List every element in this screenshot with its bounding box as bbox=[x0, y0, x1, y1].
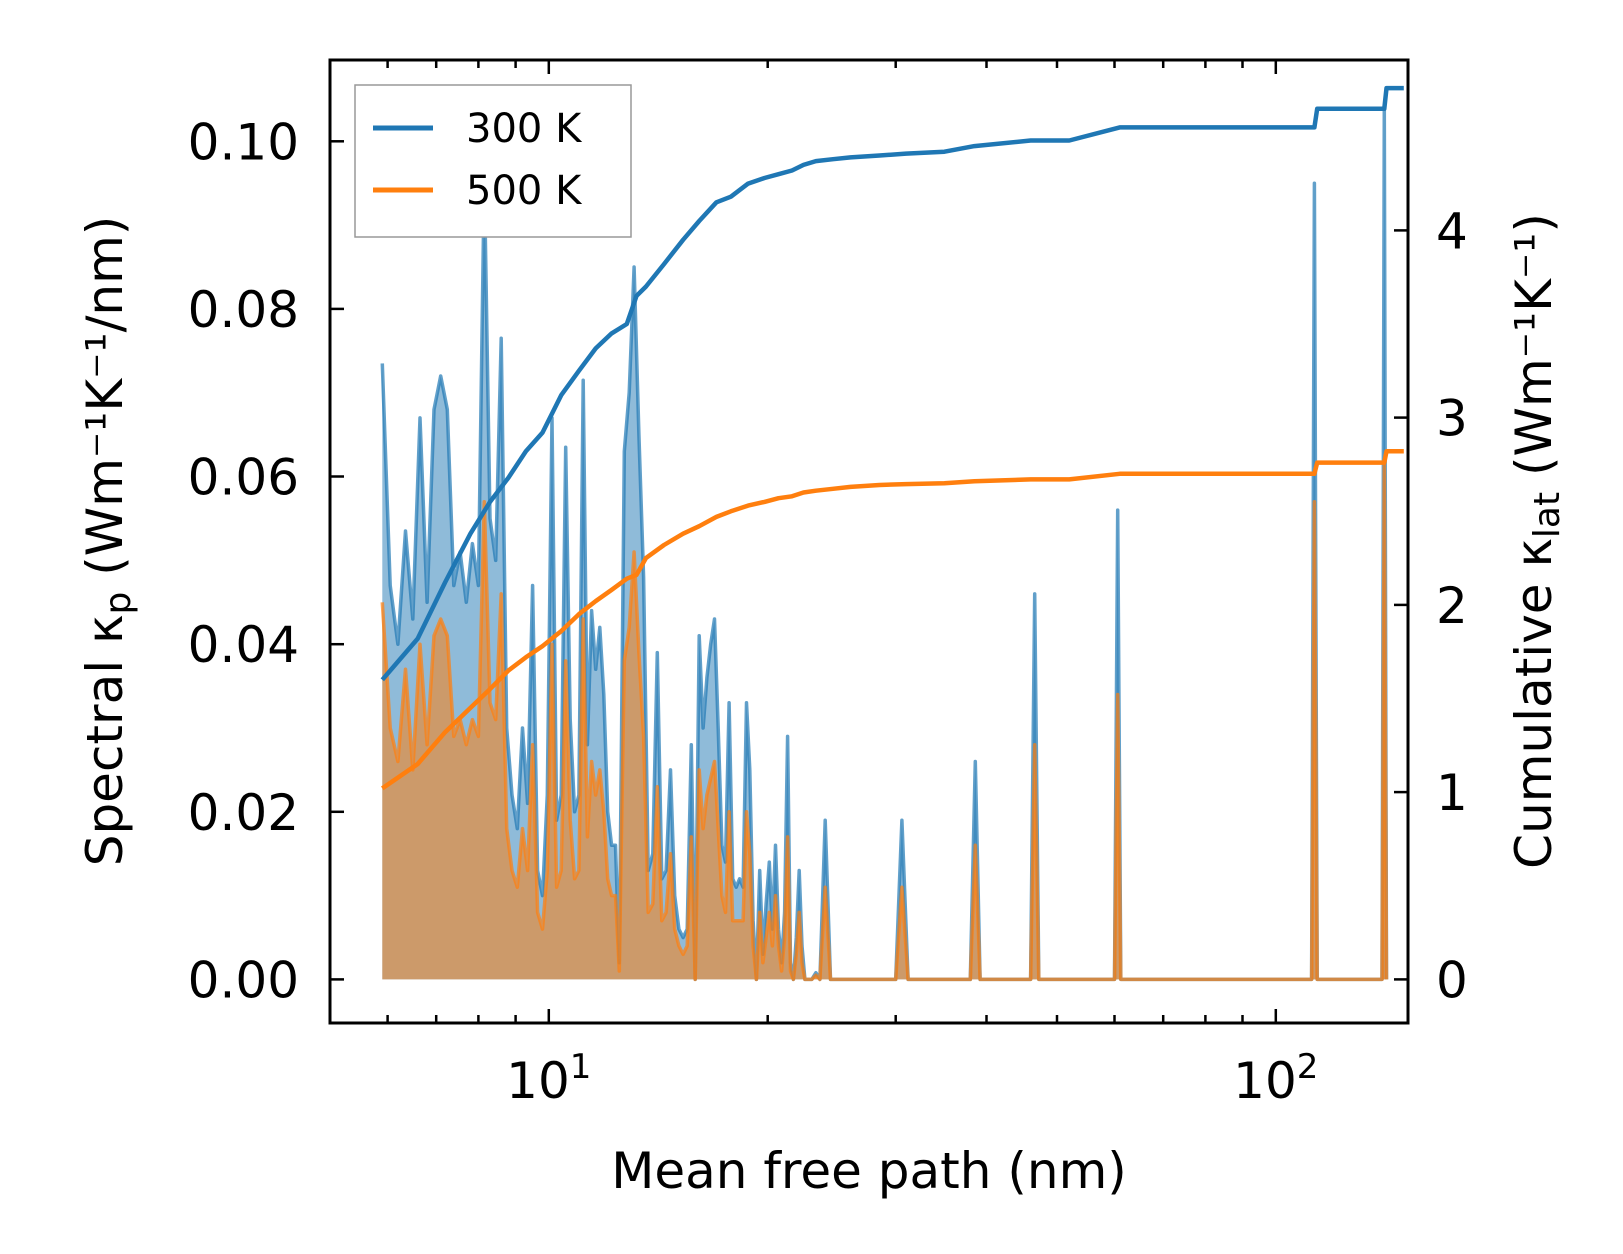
axes-frame bbox=[328, 58, 1410, 1025]
legend-label-300k: 300 K bbox=[466, 106, 583, 152]
spectral-line-500k bbox=[380, 458, 1389, 982]
x-tick-label: 101 bbox=[506, 1047, 591, 1110]
legend-frame bbox=[354, 84, 632, 238]
left-y-axis: 0.00 0.02 0.04 0.06 0.08 0.10 bbox=[188, 113, 344, 1009]
x-tick-label-base: 10 bbox=[1233, 1052, 1297, 1110]
cumulative-line-300k bbox=[380, 85, 1404, 682]
x-tick-label-exponent: 1 bbox=[570, 1047, 592, 1087]
right-y-axis: 0 1 2 3 4 bbox=[1394, 202, 1468, 1009]
x-tick-label: 102 bbox=[1233, 1047, 1318, 1110]
left-y-label-text: Spectral κ bbox=[76, 615, 134, 867]
left-y-axis-label: Spectral κp (Wm⁻¹K⁻¹/nm) bbox=[76, 216, 139, 867]
x-axis-label: Mean free path (nm) bbox=[611, 1142, 1127, 1200]
x-tick-label-base: 10 bbox=[506, 1052, 570, 1110]
right-y-axis-label: Cumulative κlat (Wm⁻¹K⁻¹) bbox=[1505, 213, 1568, 869]
y2-tick-label: 3 bbox=[1436, 390, 1468, 448]
left-y-label-units: (Wm⁻¹K⁻¹/nm) bbox=[76, 216, 134, 592]
legend: 300 K 500 K bbox=[354, 84, 632, 238]
y2-tick-label: 1 bbox=[1436, 764, 1468, 822]
right-y-label-text: Cumulative κ bbox=[1505, 538, 1563, 869]
right-y-label-subscript: lat bbox=[1527, 492, 1568, 538]
x-tick-label-exponent: 2 bbox=[1297, 1047, 1319, 1087]
y-tick-label: 0.08 bbox=[188, 281, 299, 339]
y2-tick-label: 0 bbox=[1436, 951, 1468, 1009]
left-y-label-subscript: p bbox=[98, 592, 139, 615]
cumulative-line-500k bbox=[381, 449, 1404, 791]
y-tick-label: 0.00 bbox=[188, 951, 299, 1009]
y-tick-label: 0.04 bbox=[188, 616, 299, 674]
y-tick-label: 0.10 bbox=[188, 113, 299, 171]
y2-tick-label: 2 bbox=[1436, 577, 1468, 635]
right-y-label-units: (Wm⁻¹K⁻¹) bbox=[1505, 213, 1563, 492]
plot-area bbox=[380, 85, 1404, 982]
legend-label-500k: 500 K bbox=[466, 168, 583, 214]
x-axis: 101 102 bbox=[328, 60, 1318, 1110]
y-tick-label: 0.06 bbox=[188, 449, 299, 507]
y2-tick-label: 4 bbox=[1436, 202, 1468, 260]
spectral-line-300k bbox=[380, 106, 1389, 982]
y-tick-label: 0.02 bbox=[188, 784, 299, 842]
